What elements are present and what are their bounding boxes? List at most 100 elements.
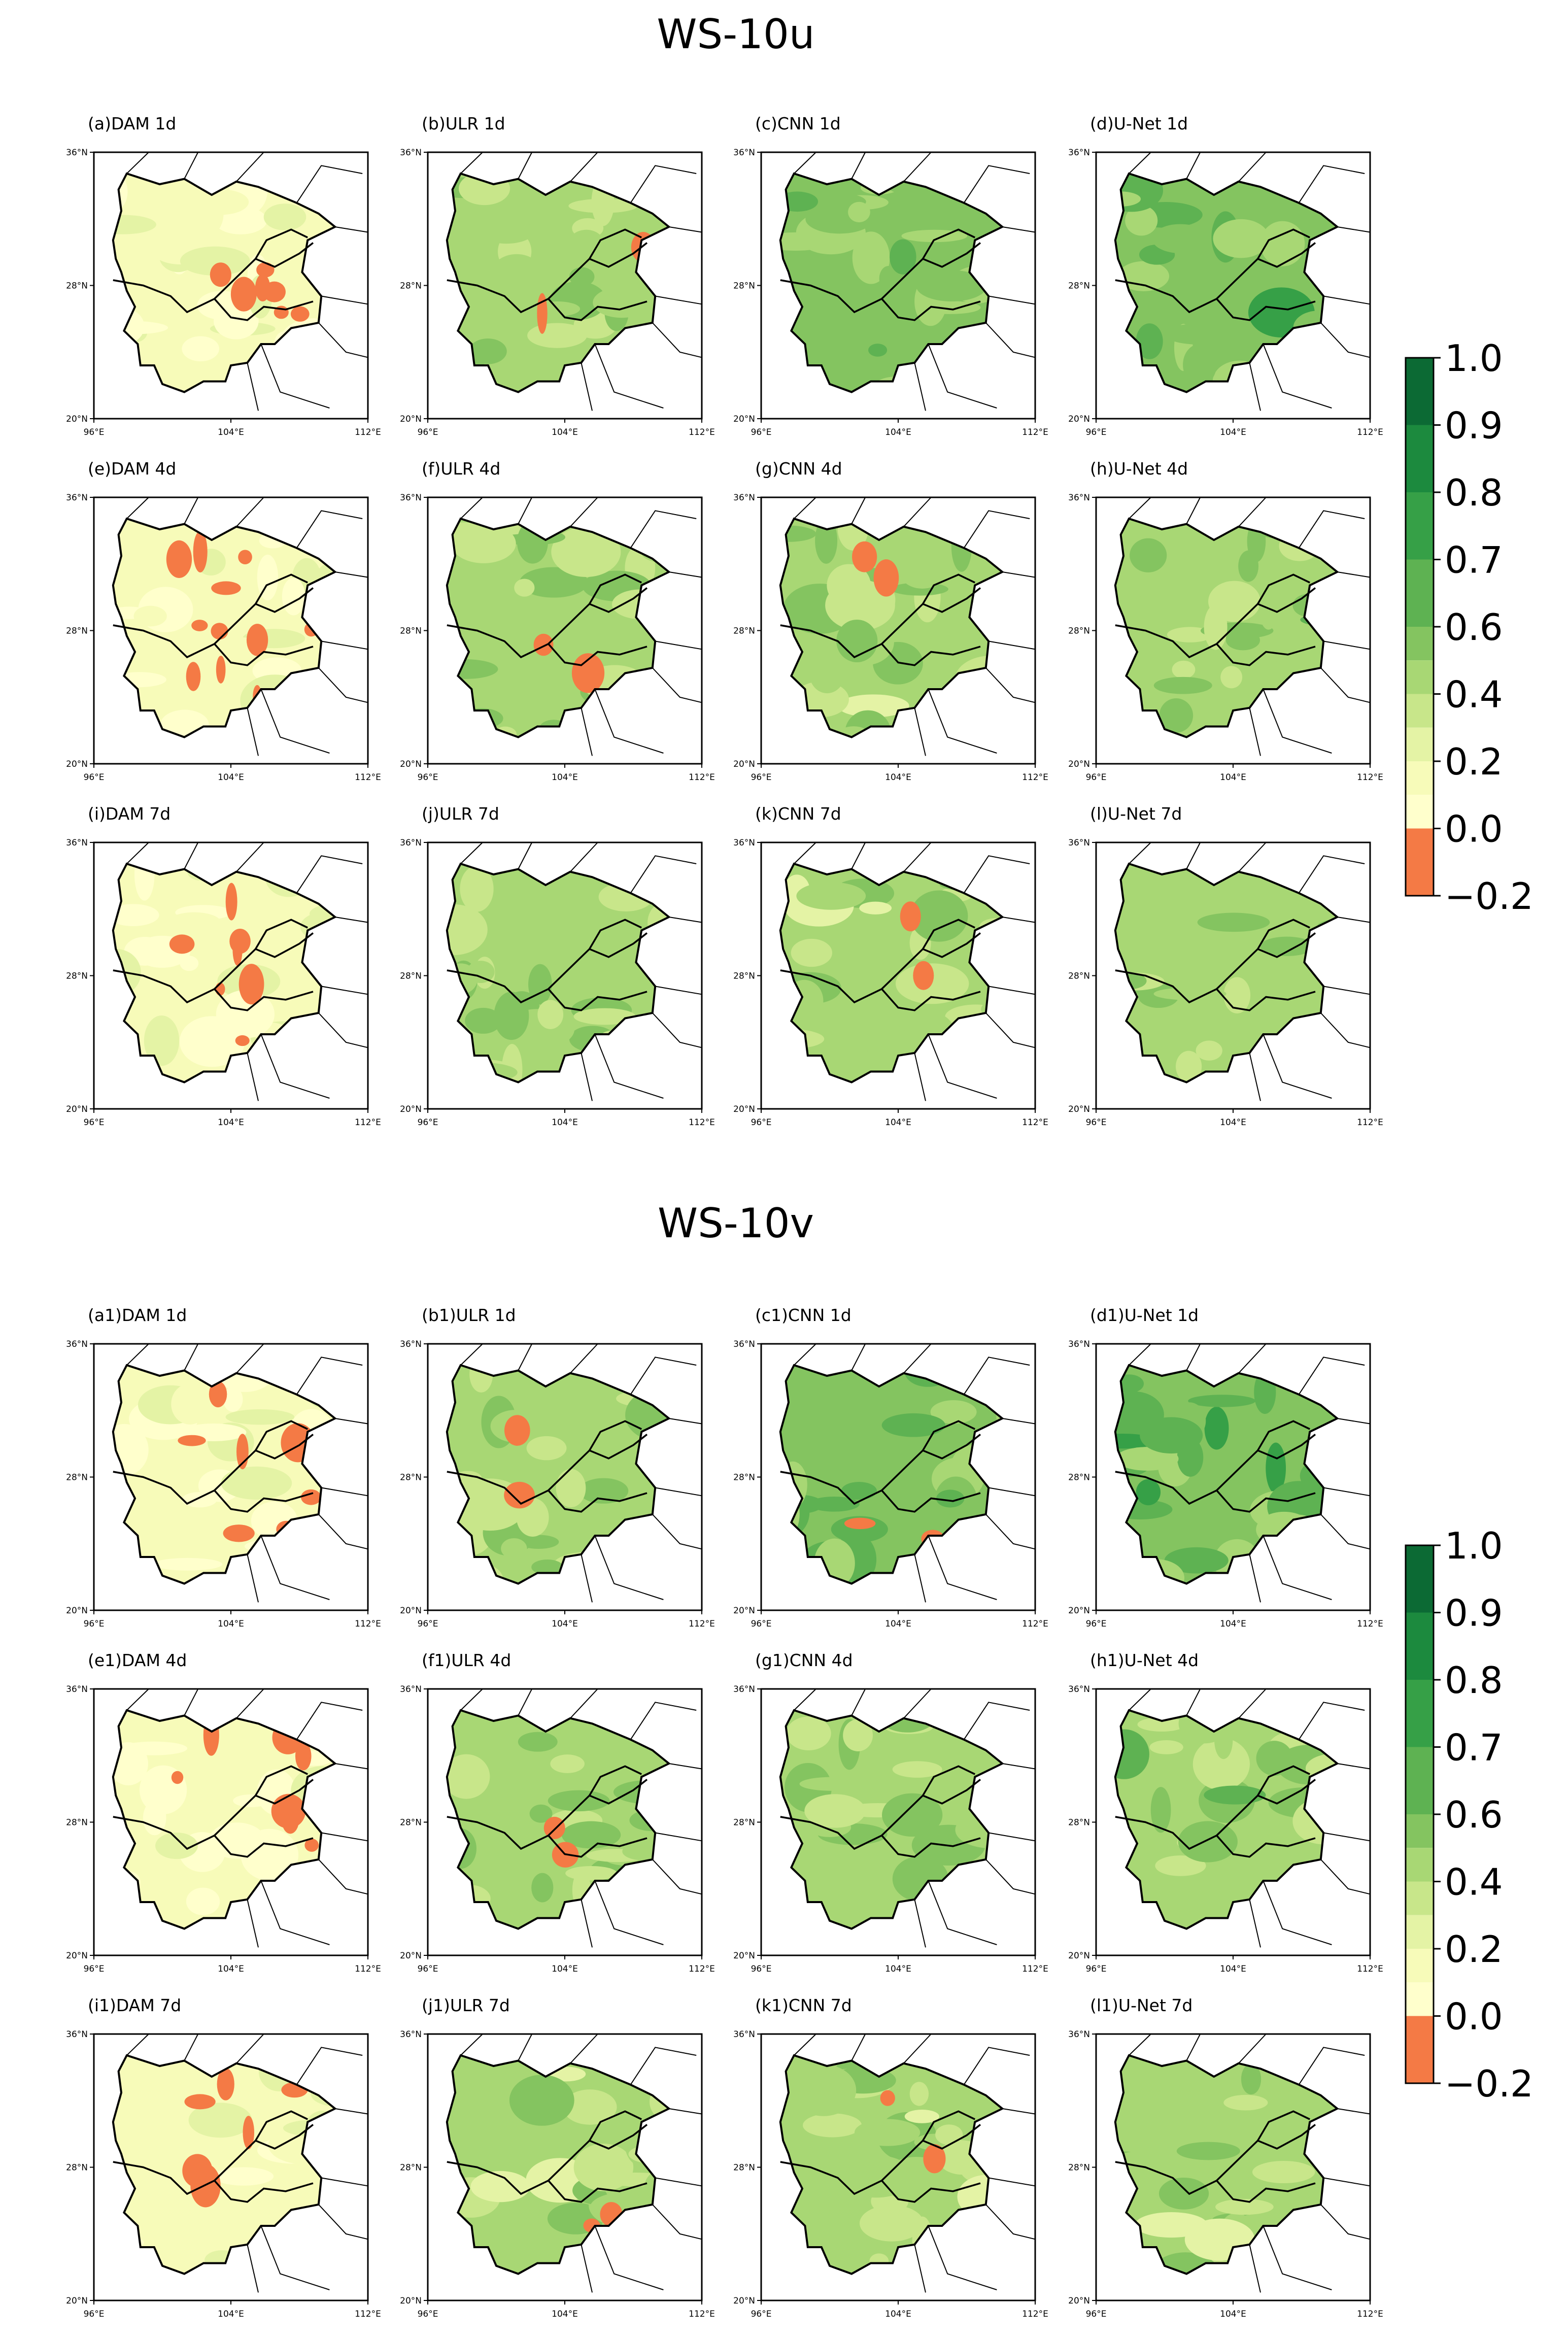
map-panel: (j1)ULR 7d 36°N 28°N 20°N 96°E 104°E 112°E [400, 1995, 715, 2319]
province-border [780, 2124, 981, 2195]
field-blob [113, 1424, 149, 1476]
negative-patch [571, 653, 605, 693]
colorbar-tick-label: 1.0 [1445, 337, 1503, 380]
lon-tick-label: 96°E [418, 1117, 438, 1128]
lat-tick-label: 28°N [66, 1473, 88, 1483]
neighbor-border [985, 1859, 1036, 1895]
lon-tick-label: 96°E [418, 1964, 438, 1974]
neighbor-border [594, 1880, 664, 1945]
lon-tick-label: 104°E [552, 2309, 578, 2319]
colorbar-tick-label: 0.2 [1445, 740, 1503, 783]
lat-tick-label: 20°N [66, 1104, 88, 1114]
province-border [1115, 587, 1316, 659]
field-blob [859, 2205, 924, 2242]
field-blob [565, 1866, 618, 1881]
colorbar-tick-label: 0.9 [1445, 1592, 1503, 1635]
province-border [922, 573, 975, 604]
colorbar-segment [1406, 358, 1434, 425]
panel-title: (b1)ULR 1d [422, 1305, 516, 1325]
lat-tick-label: 20°N [733, 1104, 755, 1114]
panel-title: (k)CNN 7d [755, 804, 841, 824]
negative-patch [210, 262, 231, 287]
field-blob [1204, 1406, 1229, 1450]
panel-title: (a)DAM 1d [88, 114, 176, 133]
neighbor-border [794, 1688, 816, 1711]
province-border [1115, 1434, 1316, 1505]
neighbor-border [296, 2047, 363, 2085]
negative-patch [217, 2068, 234, 2101]
neighbor-border [1129, 2034, 1151, 2056]
map-panel: (l)U-Net 7d 36°N 28°N 20°N 96°E 104°E 112°E [1068, 804, 1383, 1128]
field-blob [1200, 1026, 1231, 1040]
neighbor-border [1337, 1418, 1371, 1425]
neighbor-border [963, 1702, 1030, 1740]
lat-tick-label: 20°N [66, 759, 88, 769]
field-blob [1149, 1740, 1183, 1754]
neighbor-border [1320, 1012, 1371, 1048]
field-blob [1223, 2094, 1268, 2111]
lon-tick-label: 104°E [218, 772, 244, 783]
field-blob [1137, 1717, 1186, 1732]
field-blob [808, 1496, 860, 1512]
negative-patch [913, 961, 934, 990]
lon-tick-label: 104°E [885, 2309, 911, 2319]
neighbor-border [260, 2225, 330, 2290]
neighbor-border [1249, 1899, 1261, 1948]
lat-tick-label: 28°N [1068, 1473, 1090, 1483]
field-blob [1213, 219, 1270, 258]
field-blob [257, 554, 279, 601]
province-border [214, 1835, 314, 1858]
neighbor-border [518, 2034, 533, 2061]
field-blob [854, 2119, 921, 2146]
lon-tick-label: 112°E [1357, 1964, 1383, 1974]
neighbor-border [1238, 842, 1267, 872]
neighbor-border [335, 2108, 368, 2115]
province-border [214, 1489, 314, 1513]
province-border [780, 587, 981, 659]
field-blob [561, 1821, 621, 1849]
colorbar-segment [1406, 660, 1434, 694]
field-blob [1175, 1051, 1202, 1082]
lon-tick-label: 104°E [885, 1964, 911, 1974]
negative-patch [533, 633, 554, 656]
field-blob [890, 239, 916, 275]
neighbor-border [794, 497, 816, 519]
province-border [1257, 1420, 1310, 1451]
lat-tick-label: 20°N [66, 2296, 88, 2306]
panel-title: (h)U-Net 4d [1090, 459, 1188, 479]
lat-tick-label: 20°N [400, 2296, 422, 2306]
province-border [1216, 2180, 1316, 2203]
lon-tick-label: 112°E [1357, 2309, 1383, 2319]
panel-title: (d1)U-Net 1d [1090, 1305, 1199, 1325]
neighbor-border [630, 855, 697, 894]
map-panel: (c)CNN 1d 36°N 28°N 20°N 96°E 104°E 112°E [733, 114, 1048, 437]
lat-tick-label: 28°N [1068, 281, 1090, 291]
negative-patch [263, 281, 286, 302]
lat-tick-label: 28°N [400, 2163, 422, 2173]
lat-tick-label: 36°N [1068, 148, 1090, 158]
lat-tick-label: 28°N [733, 2163, 755, 2173]
panel-title: (g1)CNN 4d [755, 1650, 853, 1670]
negative-patch [304, 1838, 319, 1852]
neighbor-border [903, 1688, 932, 1719]
field-blob [537, 1000, 564, 1029]
lat-tick-label: 28°N [1068, 2163, 1090, 2173]
colorbar-segment [1406, 1545, 1434, 1613]
province-border [881, 988, 981, 1011]
lon-tick-label: 104°E [885, 1117, 911, 1128]
province-border [113, 932, 314, 1004]
field-blob [808, 2189, 872, 2233]
lon-tick-label: 96°E [418, 1619, 438, 1629]
lat-tick-label: 28°N [66, 2163, 88, 2173]
province-border [1257, 228, 1310, 259]
colorbar-segment [1406, 1915, 1434, 1949]
neighbor-border [1249, 707, 1261, 756]
neighbor-border [184, 1343, 199, 1371]
colorbar-segment [1406, 1949, 1434, 1983]
field-blob [1188, 1395, 1256, 1407]
neighbor-border [570, 2034, 598, 2064]
province-border [1257, 573, 1310, 604]
field-blob [478, 219, 534, 244]
neighbor-border [236, 1688, 264, 1719]
lon-tick-label: 104°E [218, 427, 244, 437]
